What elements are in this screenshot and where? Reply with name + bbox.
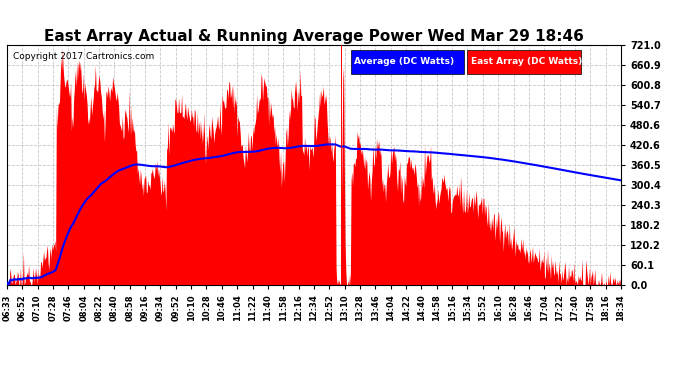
Text: East Array (DC Watts): East Array (DC Watts) bbox=[471, 57, 582, 66]
FancyBboxPatch shape bbox=[351, 50, 464, 74]
FancyBboxPatch shape bbox=[468, 50, 581, 74]
Title: East Array Actual & Running Average Power Wed Mar 29 18:46: East Array Actual & Running Average Powe… bbox=[44, 29, 584, 44]
Text: Copyright 2017 Cartronics.com: Copyright 2017 Cartronics.com bbox=[13, 52, 155, 61]
Text: Average (DC Watts): Average (DC Watts) bbox=[354, 57, 454, 66]
